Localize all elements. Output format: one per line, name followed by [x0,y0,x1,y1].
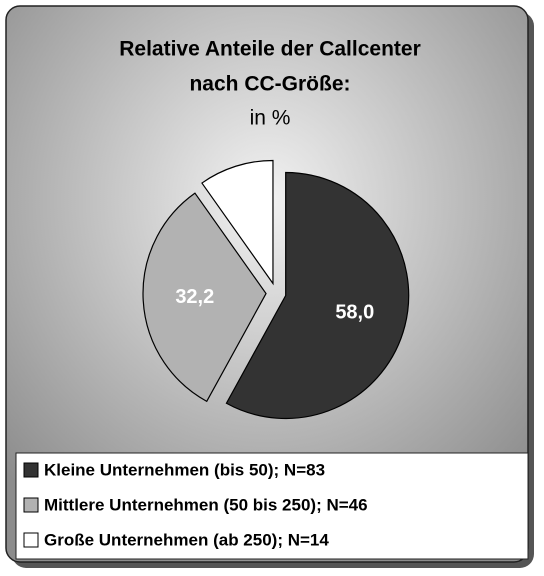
legend-label: Kleine Unternehmen (bis 50); N=83 [44,460,325,479]
legend-swatch [23,497,39,513]
legend-label: Große Unternehmen (ab 250); N=14 [44,530,329,549]
pie-slice [201,159,274,286]
chart-title-continued: nach CC-Größe: [189,73,350,96]
pie-slice [142,192,267,403]
chart-title: Relative Anteile der Callcenter [119,38,421,61]
legend-swatch [23,532,39,548]
legend-swatch [23,462,39,478]
data-label: 32,2 [175,286,214,308]
frame [5,5,529,563]
chart-subtitle: in % [250,107,291,130]
legend-label: Mittlere Unternehmen (50 bis 250); N=46 [44,495,368,514]
pie-slice [225,171,410,420]
data-label: 58,0 [335,302,374,324]
legend [15,452,529,560]
